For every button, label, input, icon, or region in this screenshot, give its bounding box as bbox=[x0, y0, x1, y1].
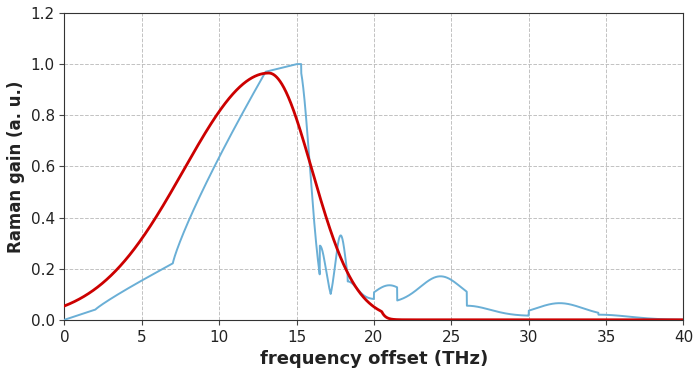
Y-axis label: Raman gain (a. u.): Raman gain (a. u.) bbox=[7, 80, 25, 252]
X-axis label: frequency offset (THz): frequency offset (THz) bbox=[260, 350, 488, 368]
